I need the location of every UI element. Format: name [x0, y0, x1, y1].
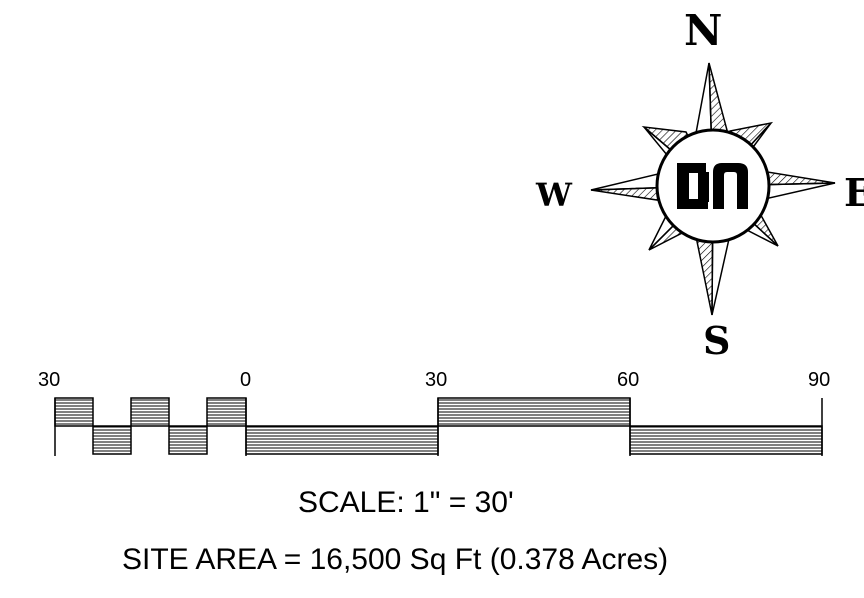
- da-monogram-icon: [677, 163, 748, 209]
- scale-block: [168, 425, 208, 455]
- scale-tick-label: 90: [808, 369, 831, 391]
- scale-segment: [437, 397, 631, 427]
- scale-block: [54, 397, 94, 427]
- scale-segment: [629, 425, 823, 455]
- scale-segment: [245, 425, 439, 455]
- compass-west-label: W: [536, 176, 572, 214]
- scale-block: [206, 397, 247, 427]
- scale-caption: SCALE: 1" = 30': [298, 486, 514, 519]
- scale-tick-label: 0: [240, 369, 252, 391]
- compass-east-label: E: [844, 170, 864, 215]
- scale-bar: [54, 397, 823, 456]
- site-area-caption: SITE AREA = 16,500 Sq Ft (0.378 Acres): [122, 543, 669, 576]
- scale-tick-label: 60: [617, 369, 640, 391]
- scale-block: [92, 425, 132, 455]
- compass-south-label: S: [703, 318, 731, 363]
- scale-tick-label: 30: [38, 369, 61, 391]
- scale-tick-label: 30: [425, 369, 448, 391]
- scale-block: [130, 397, 170, 427]
- compass-north-label: N: [684, 6, 723, 55]
